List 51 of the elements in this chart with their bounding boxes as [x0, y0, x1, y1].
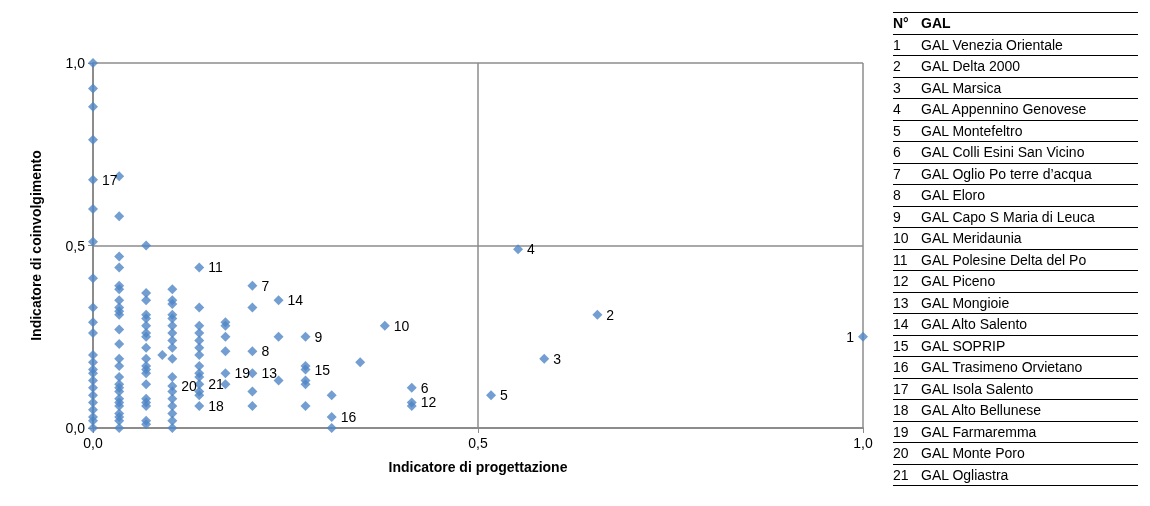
text: 19 GAL Farmaremma	[893, 422, 1037, 442]
annotation: 6	[420, 379, 429, 396]
annotation: 5	[500, 387, 509, 404]
annotation: 17	[102, 171, 118, 188]
y-axis-title: Indicatore di coinvolgimento	[28, 150, 44, 341]
text: 12 GAL Piceno	[893, 272, 996, 291]
text: 17 GAL Isola Salento	[893, 379, 1034, 399]
y-tick-label: 1,0	[65, 55, 86, 71]
annotation: 10	[393, 317, 410, 334]
text: 1 GAL Venezia Orientale	[893, 35, 1063, 55]
text: 2 GAL Delta 2000	[893, 57, 1021, 76]
text: 11 GAL Polesine Delta del Po	[893, 250, 1087, 270]
annotation: 1	[846, 328, 855, 345]
text: 6 GAL Colli Esini San Vicino	[893, 143, 1085, 162]
text: 14 GAL Alto Salento	[893, 315, 1028, 334]
x-tick-label: 1,0	[853, 435, 873, 451]
x-tick-label: 0,5	[468, 435, 488, 451]
annotation: 9	[314, 328, 323, 345]
annotation: 13	[261, 365, 278, 382]
annotation: 15	[314, 361, 331, 378]
x-axis-title: Indicatore di progettazione	[388, 459, 568, 475]
y-tick-label: 0,5	[65, 237, 86, 254]
text: 8 GAL Eloro	[893, 186, 986, 205]
text: 7 GAL Oglio Po terre d’acqua	[893, 164, 1092, 184]
text: 13 GAL Mongioie	[893, 293, 1010, 313]
text: 10 GAL Meridaunia	[893, 229, 1022, 248]
annotation: 11	[208, 259, 224, 276]
annotation: 20	[181, 378, 198, 395]
text: 20 GAL Monte Poro	[893, 444, 1025, 463]
x-tick-label: 0,0	[83, 435, 103, 451]
text: 15 GAL SOPRIP	[893, 336, 1006, 356]
annotation: 7	[261, 277, 270, 294]
text: 16 GAL Trasimeno Orvietano	[893, 358, 1083, 377]
text: 21 GAL Ogliastra	[893, 465, 1009, 485]
text: 9 GAL Capo S Maria di Leuca	[893, 207, 1095, 227]
y-tick-label: 0,0	[65, 420, 86, 436]
annotation: 21	[208, 376, 225, 393]
text: 5 GAL Montefeltro	[893, 121, 1023, 141]
annotation: 18	[208, 398, 225, 415]
annotation: 19	[234, 365, 251, 382]
annotation: 12	[420, 394, 437, 411]
text: N° GAL	[893, 14, 951, 33]
annotation: 14	[287, 292, 304, 309]
annotation: 2	[606, 306, 615, 323]
text: 3 GAL Marsica	[893, 78, 1002, 98]
annotation: 4	[527, 241, 536, 258]
annotation: 3	[553, 350, 562, 367]
text: 4 GAL Appennino Genovese	[893, 100, 1087, 119]
annotation: 16	[340, 409, 357, 426]
text: 18 GAL Alto Bellunese	[893, 401, 1042, 420]
annotation: 8	[261, 343, 270, 360]
